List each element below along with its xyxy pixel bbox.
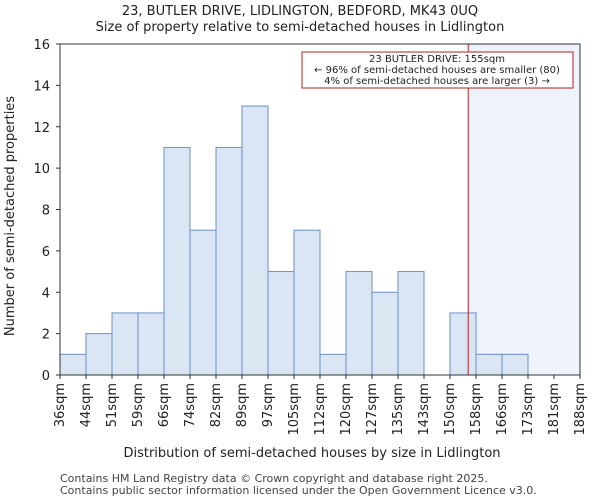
x-tick-label: 82sqm (209, 383, 224, 427)
footer: Contains HM Land Registry data © Crown c… (60, 472, 537, 497)
annotation-line-1: 23 BUTLER DRIVE: 155sqm (369, 54, 505, 65)
x-tick-label: 112sqm (313, 383, 328, 436)
x-tick-label: 74sqm (183, 383, 198, 427)
annotation-box: 23 BUTLER DRIVE: 155sqm ← 96% of semi-de… (301, 51, 574, 89)
bar-150sqm (449, 312, 477, 376)
x-tick-label: 143sqm (417, 383, 432, 436)
x-tick-label: 66sqm (157, 383, 172, 427)
y-tick-label: 4 (42, 286, 50, 301)
bar-89sqm (241, 105, 269, 376)
annotation-line-2: ← 96% of semi-detached houses are smalle… (314, 65, 560, 76)
x-tick-label: 150sqm (443, 383, 458, 436)
bar-36sqm (59, 353, 87, 376)
y-tick-label: 12 (33, 121, 50, 136)
bar-66sqm (163, 146, 191, 376)
y-axis-label: Number of semi-detached properties (3, 96, 18, 336)
y-tick-label: 16 (33, 38, 50, 53)
bar-44sqm (85, 333, 113, 376)
marker-shaded-region (468, 44, 580, 375)
x-tick-label: 181sqm (547, 383, 562, 436)
bar-120sqm (345, 271, 373, 376)
y-tick-label: 10 (33, 162, 50, 177)
x-tick-label: 127sqm (365, 383, 380, 436)
bar-51sqm (111, 312, 139, 376)
x-tick-label: 89sqm (235, 383, 250, 427)
x-axis-label: Distribution of semi-detached houses by … (123, 446, 500, 461)
chart-title-group: 23, BUTLER DRIVE, LIDLINGTON, BEDFORD, M… (96, 4, 505, 35)
x-tick-label: 36sqm (53, 383, 68, 427)
bar-127sqm (371, 291, 399, 376)
bar-59sqm (137, 312, 165, 376)
annotation-border (301, 51, 574, 89)
y-tick-label: 14 (33, 79, 50, 94)
bar-166sqm (501, 353, 529, 376)
annotation-line-3: 4% of semi-detached houses are larger (3… (324, 76, 550, 87)
x-tick-label: 166sqm (495, 383, 510, 436)
y-tick-label: 8 (42, 204, 50, 219)
bar-82sqm (215, 146, 243, 376)
x-tick-label: 59sqm (131, 383, 146, 427)
x-tick-label: 188sqm (573, 383, 588, 436)
y-tick-label: 6 (42, 245, 50, 260)
bar-74sqm (189, 229, 217, 376)
footer-line-2: Contains public sector information licen… (60, 484, 537, 497)
x-tick-label: 135sqm (391, 383, 406, 436)
x-tick-label: 51sqm (105, 383, 120, 427)
bar-97sqm (267, 271, 295, 376)
x-tick-label: 105sqm (287, 383, 302, 436)
chart-subtitle: Size of property relative to semi-detach… (96, 20, 505, 35)
x-tick-label: 173sqm (521, 383, 536, 436)
x-tick-label: 44sqm (79, 383, 94, 427)
bar-112sqm (319, 353, 347, 376)
footer-line-1: Contains HM Land Registry data © Crown c… (60, 472, 488, 485)
chart-title: 23, BUTLER DRIVE, LIDLINGTON, BEDFORD, M… (122, 4, 478, 19)
bar-135sqm (397, 271, 425, 376)
y-tick-label: 0 (42, 369, 50, 384)
x-tick-label: 120sqm (339, 383, 354, 436)
bar-105sqm (293, 229, 321, 376)
x-tick-label: 97sqm (261, 383, 276, 427)
x-tick-label: 158sqm (469, 383, 484, 436)
y-tick-label: 2 (42, 328, 50, 343)
plot-area: 0 2 4 6 8 10 12 14 16 36sqm 44sqm 51sqm 59sqm 66sqm 74… (33, 38, 588, 436)
bar-158sqm (475, 353, 503, 376)
